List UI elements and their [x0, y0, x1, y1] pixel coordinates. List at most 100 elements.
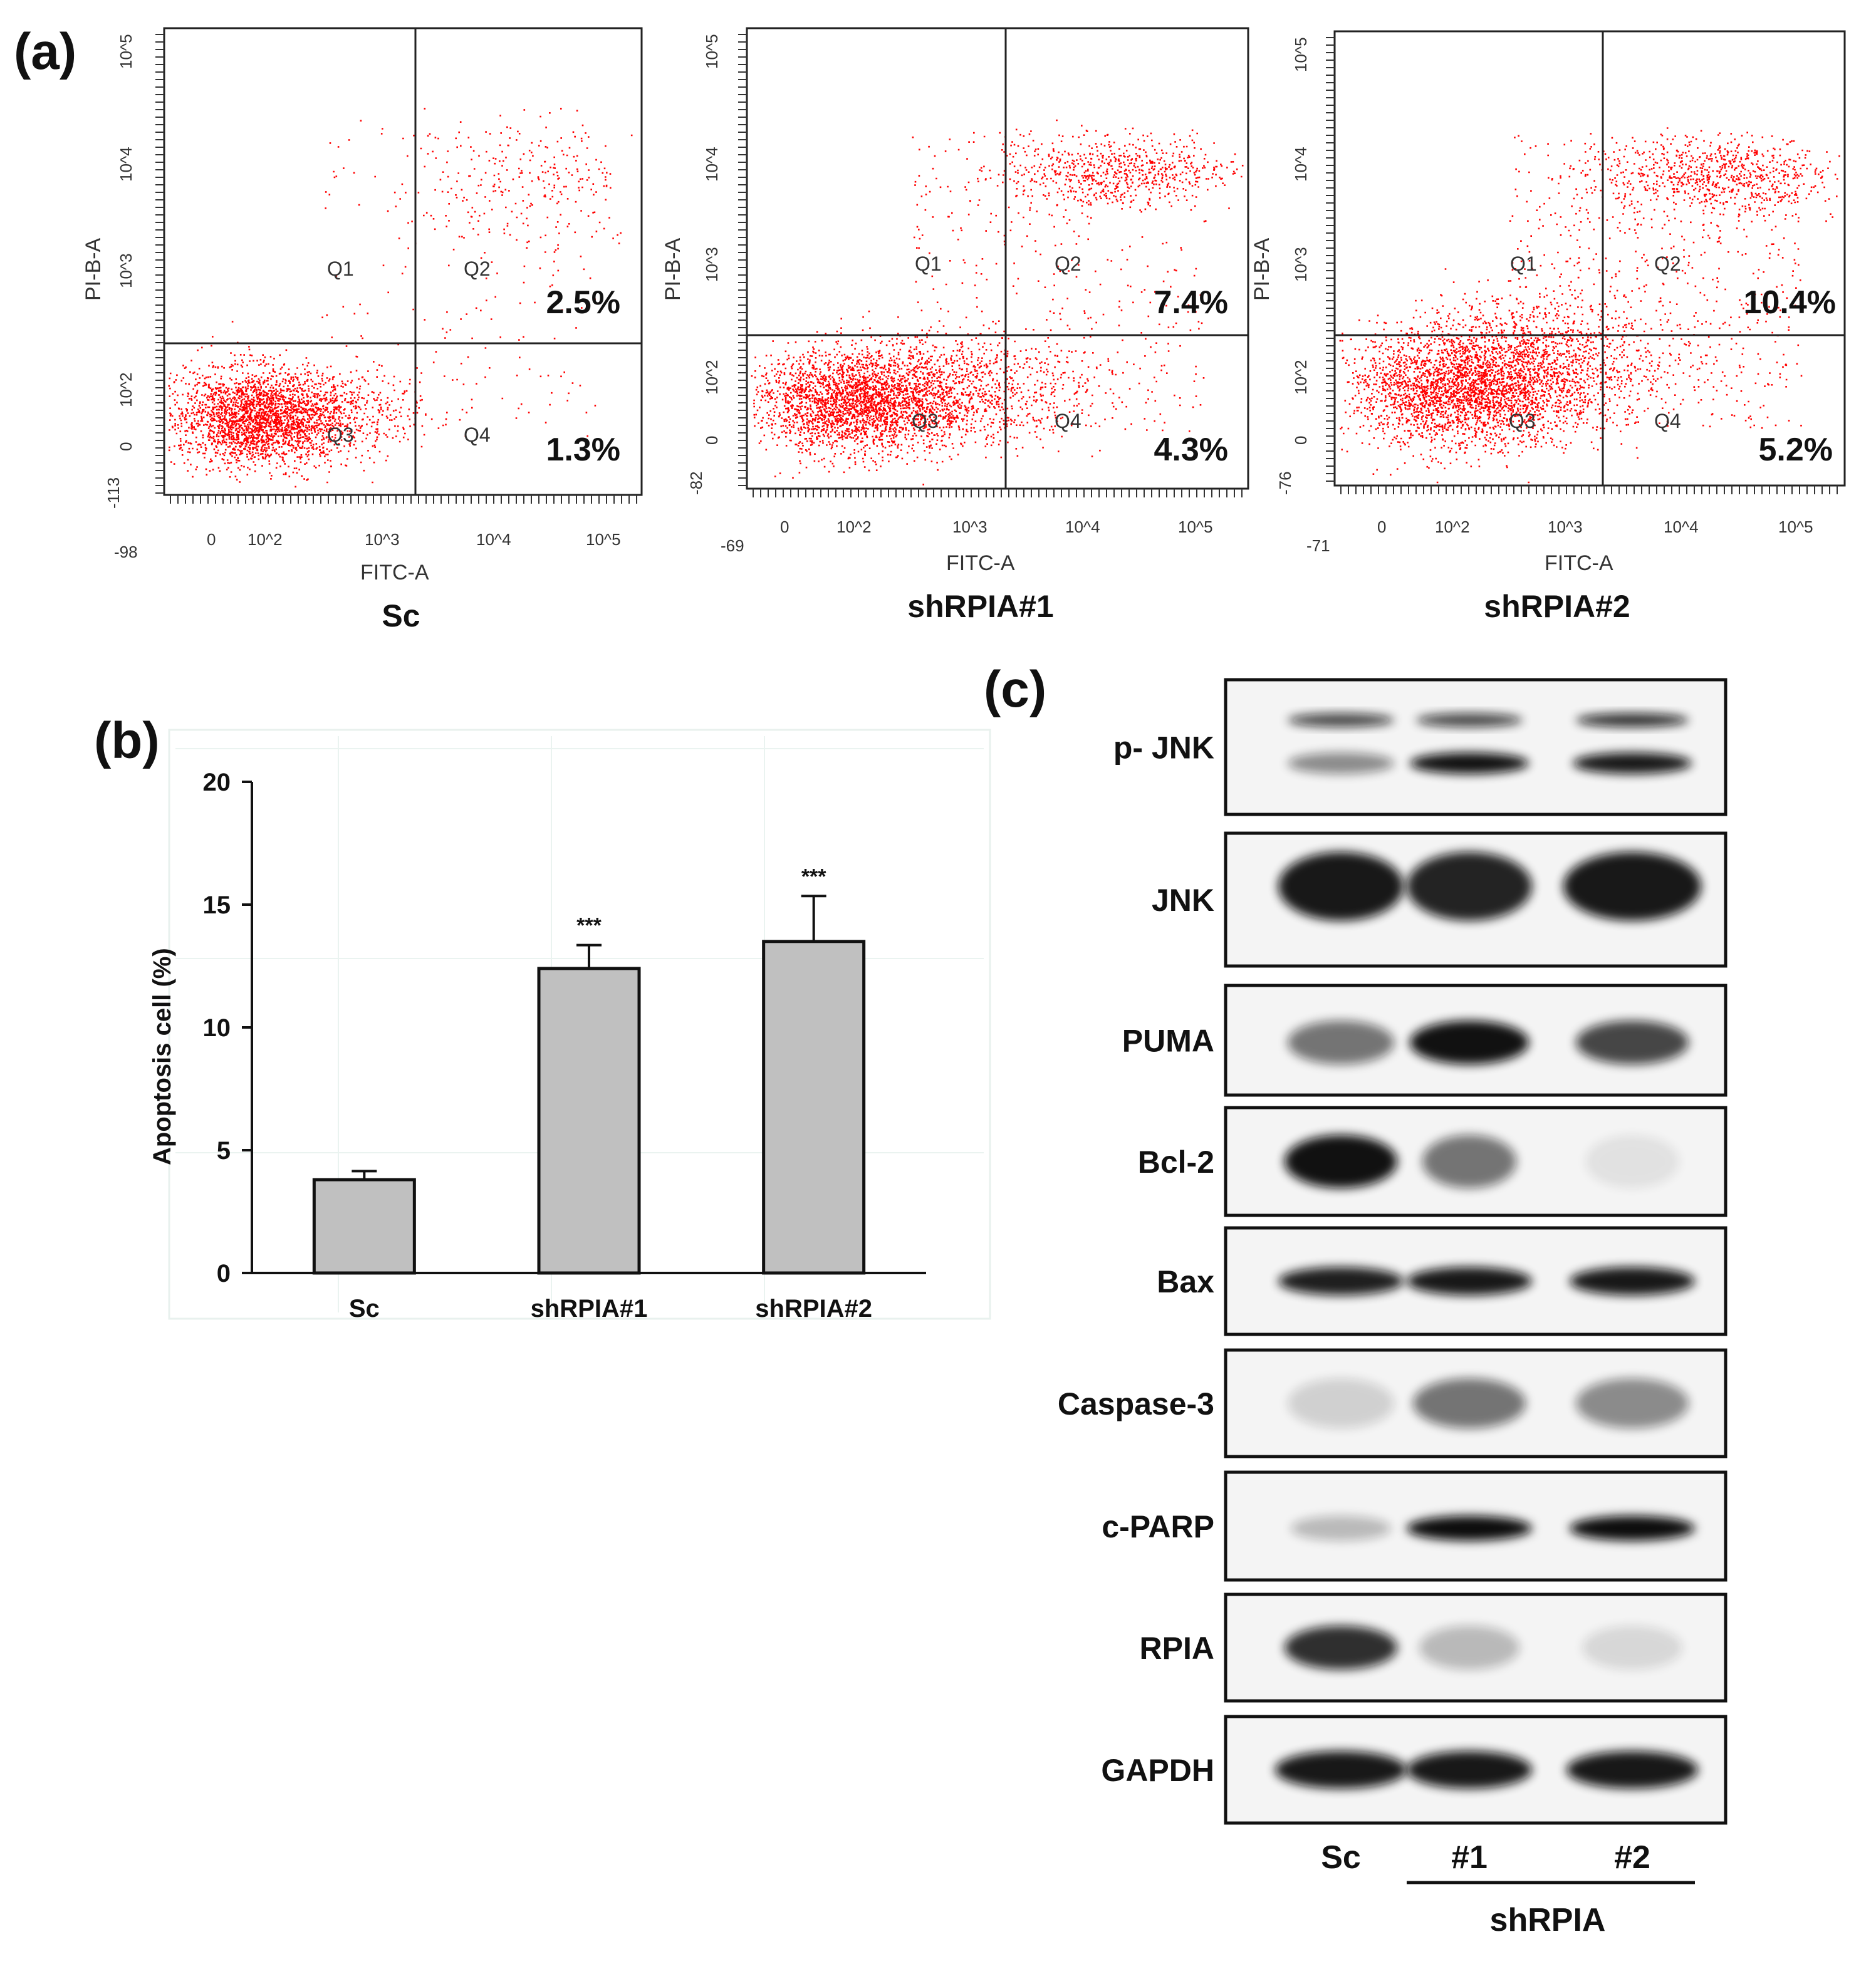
- dot-cloud: [168, 108, 633, 488]
- blot-band: [1413, 1378, 1526, 1428]
- y-axis-label: PI-B-A: [81, 238, 105, 301]
- scatter-dots: [751, 119, 1244, 486]
- x-tick: 10^2: [1435, 517, 1470, 536]
- blot-row: p- JNK: [1113, 678, 1727, 816]
- blot-row-label: JNK: [1152, 883, 1214, 918]
- blot-row: PUMA: [1122, 984, 1727, 1097]
- y-tick: 10^4: [117, 147, 135, 182]
- x-tick: -98: [114, 543, 138, 561]
- flow-panel-sc: 10^5 10^4 10^3 10^2 0 -113 PI-B-A -98 0 …: [81, 27, 643, 633]
- y-tick-label: 10: [203, 1014, 231, 1042]
- blot-row: JNK: [1152, 831, 1727, 968]
- x-tick: 10^5: [1778, 517, 1813, 536]
- q4-percent: 1.3%: [546, 432, 620, 468]
- blot-row-label: p- JNK: [1113, 730, 1214, 766]
- blot-row-label: Bcl-2: [1138, 1145, 1214, 1180]
- blot-band: [1573, 752, 1692, 774]
- lane-label-1: #1: [1451, 1839, 1488, 1876]
- axis-tick-marks: [1326, 37, 1838, 494]
- panel-label-c: (c): [984, 661, 1046, 718]
- y-tick: 0: [1291, 436, 1310, 445]
- y-tick: 0: [117, 442, 135, 451]
- quadrant-q1: Q1: [327, 257, 354, 280]
- y-tick: 10^3: [117, 253, 135, 288]
- blot-row-label: GAPDH: [1101, 1753, 1214, 1788]
- y-tick: 10^4: [702, 147, 721, 182]
- group-label: shRPIA: [1490, 1902, 1606, 1938]
- x-axis-ticks: -71 0 10^2 10^3 10^4 10^5: [1306, 517, 1813, 555]
- y-axis-label: Apoptosis cell (%): [149, 948, 176, 1165]
- quadrant-labels: Q1 Q2 Q3 Q4: [1509, 252, 1681, 432]
- quadrant-labels: Q1 Q2 Q3 Q4: [912, 252, 1081, 432]
- blot-band: [1563, 851, 1701, 921]
- x-tick: -69: [721, 536, 744, 555]
- quadrant-q4: Q4: [1654, 410, 1681, 432]
- y-tick: -76: [1276, 471, 1295, 495]
- y-tick-label: 20: [203, 769, 231, 796]
- x-tick: 10^5: [586, 530, 621, 549]
- flow-panel-shrpia2: 10^5 10^4 10^3 10^2 0 -76 PI-B-A -71 0 1…: [1250, 30, 1846, 624]
- sample-label: shRPIA#2: [1484, 589, 1630, 624]
- lane-label-2: #2: [1614, 1839, 1650, 1876]
- y-tick: 10^3: [1291, 247, 1310, 282]
- y-tick: 10^2: [702, 360, 721, 395]
- y-tick: 10^3: [702, 247, 721, 282]
- y-tick-label: 15: [203, 891, 231, 919]
- bar-chart: 0 5 10 15 20 Sc *** shRPIA#1 *** shRPIA#2 Apoptos…: [149, 729, 991, 1322]
- x-tick: 10^4: [476, 530, 511, 549]
- blot-row-label: Caspase-3: [1058, 1386, 1214, 1421]
- dot-cloud: [751, 119, 1244, 486]
- western-blot: p- JNK JNK PUMA Bcl-2 Bax Caspase-3 c-PARP RPIA…: [1058, 678, 1727, 1825]
- sample-label: Sc: [382, 598, 420, 633]
- blot-band: [1410, 1021, 1529, 1064]
- x-tick: -71: [1306, 536, 1330, 555]
- blot-row-label: RPIA: [1140, 1631, 1214, 1666]
- blot-band: [1407, 851, 1532, 921]
- blot-row-label: PUMA: [1122, 1024, 1214, 1059]
- blot-band: [1407, 1515, 1532, 1541]
- y-axis-ticks: 10^5 10^4 10^3 10^2 0 -82: [687, 34, 721, 495]
- blot-band: [1285, 1135, 1397, 1188]
- blot-band: [1576, 713, 1689, 727]
- x-tick: 10^3: [952, 517, 988, 536]
- blot-row: Caspase-3: [1058, 1348, 1727, 1458]
- blot-band: [1582, 1626, 1682, 1670]
- x-axis-ticks: -98 0 10^2 10^3 10^4 10^5: [114, 530, 621, 561]
- blot-row: Bcl-2: [1138, 1106, 1727, 1217]
- q2-percent: 10.4%: [1744, 284, 1836, 321]
- x-tick: 10^4: [1664, 517, 1699, 536]
- blot-frame: [1224, 678, 1727, 816]
- x-axis-label: FITC-A: [1545, 551, 1613, 575]
- blot-band: [1278, 851, 1404, 921]
- quadrant-q3: Q3: [1509, 410, 1536, 432]
- x-tick: 0: [207, 530, 216, 549]
- quadrant-q3: Q3: [912, 410, 939, 432]
- x-tick: 10^2: [836, 517, 872, 536]
- category-label: shRPIA#1: [531, 1295, 648, 1322]
- quadrant-q2: Q2: [1055, 252, 1081, 275]
- y-axis-ticks: 10^5 10^4 10^3 10^2 0 -113: [104, 34, 135, 509]
- blot-row: c-PARP: [1102, 1470, 1727, 1582]
- x-tick: 10^2: [248, 530, 283, 549]
- blot-band: [1288, 1378, 1394, 1428]
- significance-label: ***: [801, 865, 826, 888]
- y-tick-label: 5: [217, 1137, 231, 1165]
- quadrant-q2: Q2: [464, 257, 491, 280]
- axis-tick-marks: [738, 34, 1243, 497]
- y-tick: 10^5: [117, 34, 135, 69]
- blot-band: [1275, 1751, 1407, 1789]
- x-axis-label: FITC-A: [946, 551, 1015, 575]
- blot-band: [1422, 1135, 1516, 1188]
- blot-band: [1407, 1751, 1532, 1789]
- scatter-dots: [168, 108, 633, 488]
- lane-label-sc: Sc: [1321, 1839, 1361, 1876]
- blot-band: [1407, 1267, 1532, 1296]
- quadrant-q4: Q4: [1055, 410, 1081, 432]
- blot-band: [1285, 1626, 1397, 1670]
- y-tick: 10^4: [1291, 147, 1310, 182]
- x-axis-ticks: -69 0 10^2 10^3 10^4 10^5: [721, 517, 1213, 555]
- panel-label-a: (a): [14, 23, 76, 80]
- blot-band: [1576, 1378, 1689, 1428]
- blot-band: [1288, 1021, 1394, 1064]
- bar: [762, 940, 866, 1275]
